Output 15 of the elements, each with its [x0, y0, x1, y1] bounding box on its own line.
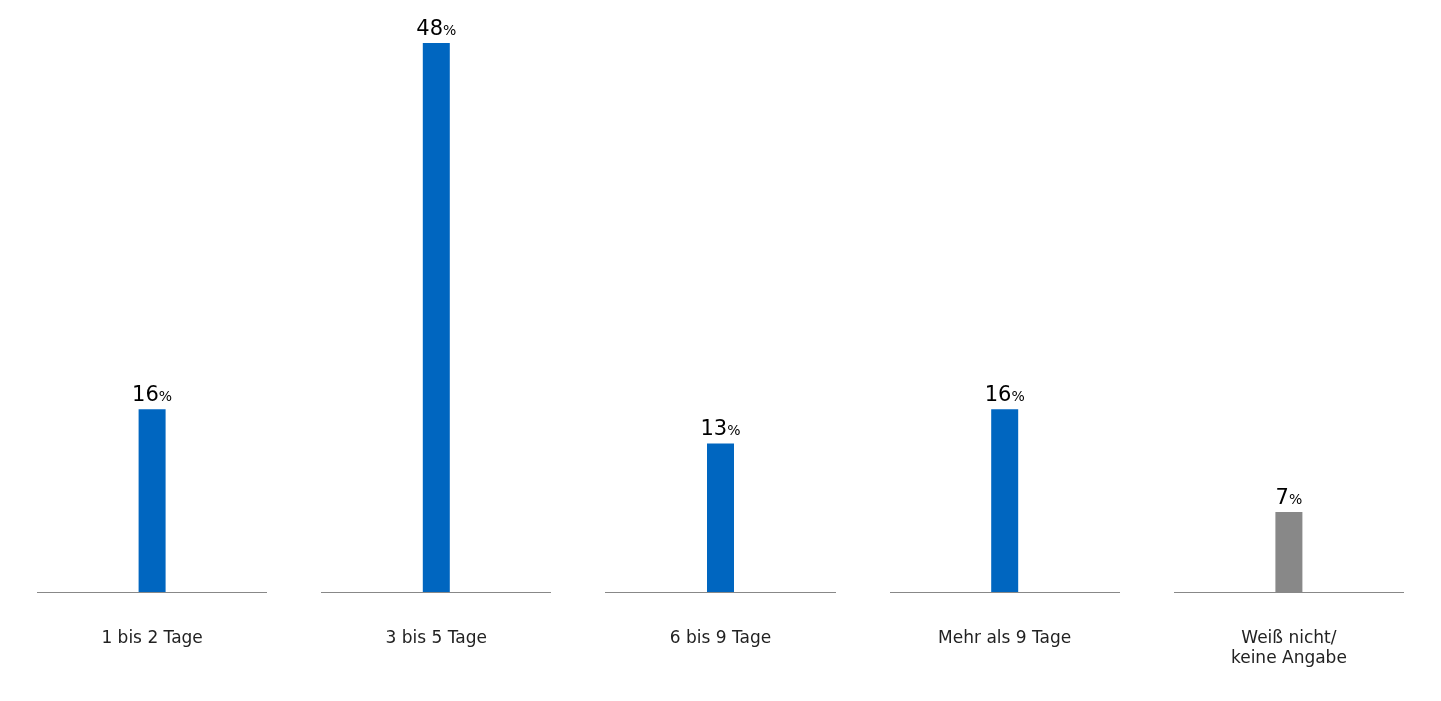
data-label: 16%	[984, 382, 1025, 407]
x-tick-label: 6 bis 9 Tage	[669, 626, 772, 647]
bar	[707, 443, 734, 593]
data-label: 16%	[132, 382, 173, 407]
x-tick-label: 3 bis 5 Tage	[385, 626, 488, 647]
x-tick-label: Mehr als 9 Tage	[938, 626, 1072, 647]
data-label: 13%	[700, 416, 741, 441]
bar	[1275, 512, 1303, 593]
x-tick-label: 1 bis 2 Tage	[101, 626, 203, 647]
bar	[138, 409, 166, 593]
bar	[991, 409, 1019, 593]
bar	[422, 43, 450, 593]
data-label: 48%	[416, 16, 457, 40]
data-label: 7%	[1275, 485, 1303, 510]
x-tick-label: Weiß nicht/ keine Angabe	[1230, 626, 1347, 668]
